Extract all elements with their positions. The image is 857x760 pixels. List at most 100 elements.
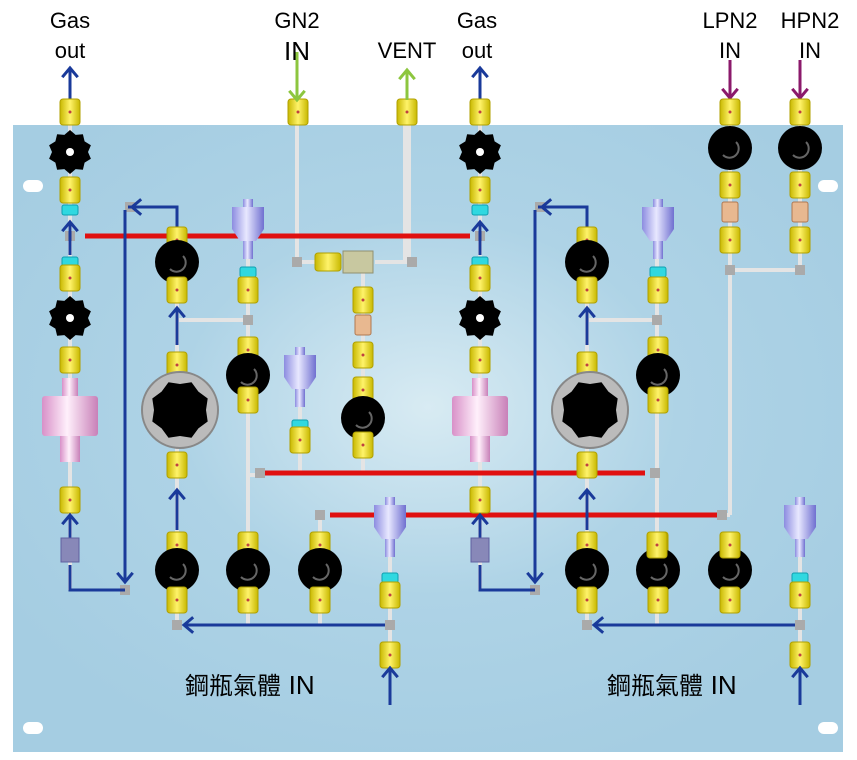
- label-line: IN: [719, 38, 741, 63]
- fitting-dot: [246, 288, 250, 292]
- valve-icon: [155, 548, 199, 592]
- mounting-slot: [818, 722, 838, 734]
- regulator-stem: [295, 389, 305, 407]
- check-valve-icon: [284, 355, 316, 389]
- fitting-dot: [246, 348, 250, 352]
- cyan-nut: [649, 266, 667, 278]
- flow-arrow-icon: [181, 616, 195, 634]
- flow-arrow-icon: [721, 87, 739, 101]
- fitting-dot: [175, 288, 179, 292]
- flow-arrow-icon: [471, 219, 489, 233]
- regulator-cap: [243, 199, 253, 209]
- knob-center: [476, 314, 484, 322]
- valve-handle-mark: [792, 141, 810, 159]
- fitting-dot: [585, 363, 589, 367]
- tube-junction: [243, 315, 253, 325]
- flow-arrow-icon: [381, 665, 399, 679]
- valve-handle-mark: [650, 368, 668, 386]
- flow-arrow-icon: [471, 512, 489, 526]
- label-line: out: [54, 38, 86, 63]
- fitting-dot: [655, 543, 659, 547]
- fitting-dot: [798, 653, 802, 657]
- regulator-cap: [385, 497, 395, 507]
- valve-icon: [226, 548, 270, 592]
- label-suffix: IN: [288, 670, 315, 700]
- flow-arrow-icon: [791, 665, 809, 679]
- flow-arrow-icon: [168, 487, 186, 501]
- valve-handle-mark: [169, 255, 187, 273]
- flow-restrictor-icon: [354, 314, 372, 336]
- label-text: 鋼瓶氣體: [607, 672, 703, 700]
- fitting-dot: [405, 110, 409, 114]
- hpn2-in-label: HPN2 IN: [770, 6, 850, 66]
- flow-arrow-icon: [526, 571, 544, 585]
- fitting-dot: [298, 438, 302, 442]
- label-line: Gas: [456, 8, 498, 33]
- fitting-dot: [361, 388, 365, 392]
- valve-handle-mark: [579, 255, 597, 273]
- flow-arrow-icon: [61, 512, 79, 526]
- valve-icon: [636, 353, 680, 397]
- valve-handle-mark: [650, 563, 668, 581]
- fitting-dot: [246, 598, 250, 602]
- fitting-dot: [318, 543, 322, 547]
- filter-icon: [452, 396, 508, 436]
- fitting-dot: [478, 188, 482, 192]
- tube-junction: [795, 620, 805, 630]
- fitting-dot: [388, 653, 392, 657]
- fitting-dot: [728, 238, 732, 242]
- knob-center: [66, 148, 74, 156]
- tube-junction: [650, 468, 660, 478]
- purifier-icon: [60, 537, 80, 563]
- flow-arrow-icon: [578, 305, 596, 319]
- fitting-dot: [361, 353, 365, 357]
- fitting-dot: [296, 110, 300, 114]
- valve-icon: [298, 548, 342, 592]
- cylinder-gas-in-right-label: 鋼瓶氣體 IN: [607, 666, 737, 701]
- fitting-dot: [388, 593, 392, 597]
- tube-junction: [385, 620, 395, 630]
- fitting-dot: [68, 110, 72, 114]
- fitting-dot: [361, 443, 365, 447]
- flow-arrow-icon: [168, 305, 186, 319]
- gas-out-right-label: Gas out: [447, 6, 507, 66]
- mounting-slot: [23, 722, 43, 734]
- valve-handle-mark: [312, 563, 330, 581]
- valve-handle-mark: [240, 368, 258, 386]
- check-valve-icon: [232, 207, 264, 241]
- flow-arrow-icon: [61, 65, 79, 79]
- fitting-dot: [361, 298, 365, 302]
- fitting-dot: [728, 543, 732, 547]
- fitting-dot: [175, 463, 179, 467]
- flow-arrow-icon: [791, 87, 809, 101]
- regulator-stem: [243, 241, 253, 259]
- gn2-in-label: GN2 IN: [262, 6, 332, 66]
- regulator-stem: [385, 539, 395, 557]
- fitting-dot: [798, 110, 802, 114]
- flow-path-line: [68, 565, 125, 592]
- valve-icon: [708, 548, 752, 592]
- valve-icon: [778, 126, 822, 170]
- flow-arrow-icon: [591, 616, 605, 634]
- filter-icon: [42, 396, 98, 436]
- panel-plate: [13, 125, 843, 752]
- fitting-dot: [798, 593, 802, 597]
- regulator-cap: [653, 199, 663, 209]
- valve-icon: [565, 548, 609, 592]
- flow-arrow-icon: [539, 198, 553, 216]
- regulator-cap: [295, 347, 305, 357]
- purifier-icon: [470, 537, 490, 563]
- label-line: IN: [284, 36, 310, 66]
- fitting-dot: [585, 543, 589, 547]
- flow-arrow-icon: [578, 487, 596, 501]
- valve-icon: [636, 548, 680, 592]
- flow-path-line: [478, 565, 535, 592]
- fitting-dot: [798, 183, 802, 187]
- label-line: out: [461, 38, 493, 63]
- regulator-stem: [653, 241, 663, 259]
- fitting-dot: [798, 238, 802, 242]
- label-suffix: IN: [710, 670, 737, 700]
- valve-handle-mark: [579, 563, 597, 581]
